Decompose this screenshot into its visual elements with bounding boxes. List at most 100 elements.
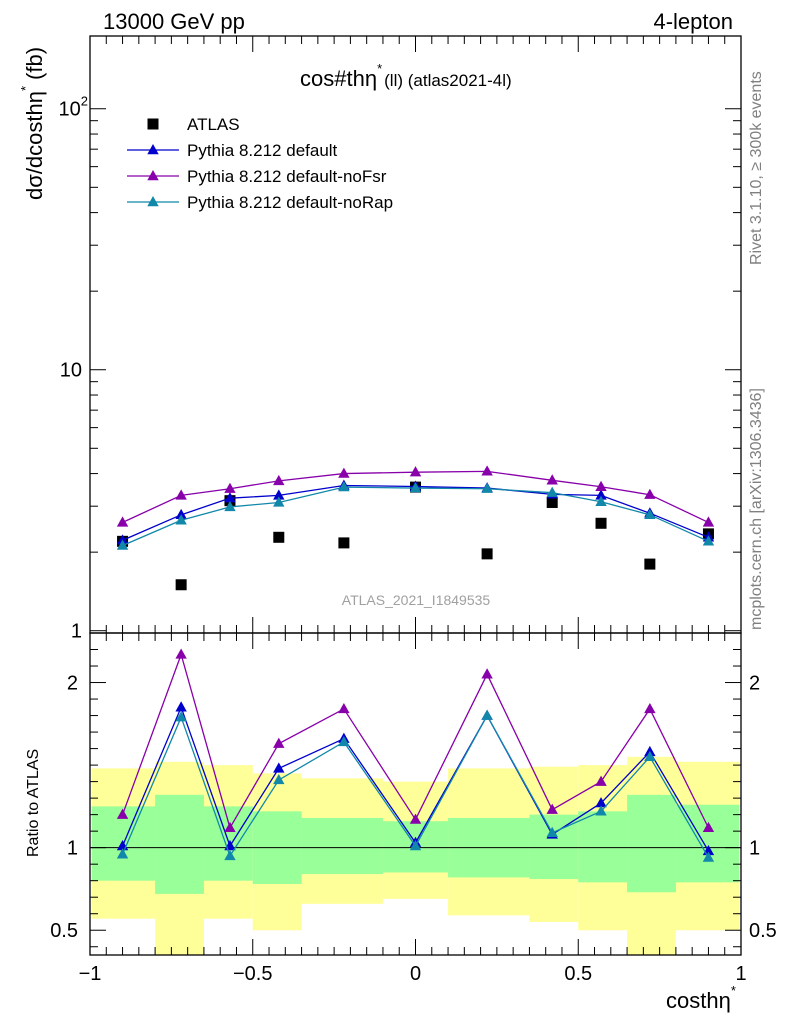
legend-label-3: Pythia 8.212 default-noRap (187, 193, 393, 212)
series-2-point (644, 488, 656, 499)
mcplots-label: mcplots.cern.ch [arXiv:1306.3436] (748, 388, 765, 630)
ratio-series-2-point (702, 851, 715, 862)
axes-frames (89, 35, 742, 956)
main-ytick-label: 102 (59, 94, 88, 121)
ratio-series-2-point (116, 848, 129, 859)
analysis-watermark: ATLAS_2021_I1849535 (342, 592, 491, 608)
legend-marker-2 (147, 170, 159, 181)
band-1-sigma-8 (578, 811, 628, 883)
series-2-point (224, 482, 236, 493)
series-3-point (273, 496, 285, 507)
xtick-label: 0 (410, 963, 421, 985)
xtick-label: −1 (79, 963, 102, 985)
atlas-data-point (338, 537, 350, 549)
ratio-series-2-point (595, 805, 607, 816)
ratio-series-1-point (409, 813, 422, 824)
ratio-ytick-label-right: 0.5 (749, 920, 777, 942)
header-left: 13000 GeV pp (103, 9, 245, 34)
ratio-series-2-point (175, 711, 187, 722)
series-3-point (116, 539, 129, 550)
series-1-point (595, 489, 607, 500)
legend-label-2: Pythia 8.212 default-noFsr (187, 167, 387, 186)
series-2-point (546, 474, 558, 485)
ratio-series-2-point (409, 840, 422, 851)
legend-label-1: Pythia 8.212 default (187, 141, 338, 160)
series-2-point (338, 467, 350, 478)
series-3-point (481, 482, 493, 493)
ratio-plot-series (116, 648, 715, 862)
ratio-series-2-point (644, 750, 656, 762)
series-1-point (175, 508, 187, 520)
series-1-point (273, 489, 285, 500)
plot-title: cos#thη*(ll) (atlas2021-4l) (300, 61, 512, 91)
series-3-point (338, 481, 350, 492)
band-1-sigma-1 (155, 794, 204, 894)
ratio-ytick-label-left: 0.5 (50, 920, 78, 942)
atlas-data-point (175, 579, 187, 591)
ratio-series-2-point (224, 849, 236, 861)
series-2-point (116, 516, 129, 527)
series-3-point (546, 486, 558, 497)
ratio-series-0-point (273, 762, 285, 773)
ratio-series-0-point (175, 701, 187, 712)
band-1-sigma-10 (675, 804, 740, 883)
ratio-series-1-point (175, 648, 187, 659)
legend-marker-1 (147, 144, 159, 155)
rivet-label: Rivet 3.1.10, ≥ 300k events (748, 71, 765, 265)
series-3-point (702, 535, 715, 546)
series-3-point (595, 495, 607, 506)
xtick-label: 1 (735, 963, 746, 985)
ratio-series-2-point (338, 735, 350, 747)
xtick-label: 0.5 (564, 963, 592, 985)
atlas-data-point (595, 517, 607, 529)
ratio-series-2-point (273, 773, 285, 785)
series-2-point (273, 474, 285, 486)
series-2-point (409, 466, 422, 477)
ratio-series-1-point (644, 702, 656, 714)
ratio-series-1-point (546, 803, 558, 814)
series-1-point (224, 492, 236, 503)
ratio-ytick-label-right: 2 (749, 673, 760, 695)
ratio-series-1-point (224, 821, 236, 833)
header-right: 4-lepton (653, 9, 733, 34)
ratio-series-1-point (481, 668, 493, 679)
series-2-line (122, 470, 709, 524)
ratio-ytick-label-left: 1 (67, 838, 78, 860)
ratio-ytick-label-right: 1 (749, 838, 760, 860)
series-3-point (409, 482, 422, 493)
ratio-series-1-point (595, 775, 607, 786)
x-axis-label: costhη* (666, 983, 736, 1013)
ratio-series-1-point (702, 821, 715, 833)
atlas-data-point (546, 496, 558, 508)
series-3-line (122, 486, 709, 547)
series-2-point (595, 480, 607, 491)
ratio-ylabel: Ratio to ATLAS (25, 749, 42, 857)
ratio-series-2-point (546, 826, 558, 838)
ratio-uncertainty-bands (91, 756, 740, 955)
atlas-data-point (644, 558, 656, 570)
atlas-data-point (273, 531, 285, 543)
ratio-series-2-point (481, 709, 493, 720)
series-2-point (175, 489, 187, 500)
ratio-series-1-point (116, 808, 129, 819)
series-3-point (175, 514, 187, 525)
atlas-data-point (481, 548, 493, 560)
series-1-point (116, 534, 129, 545)
ratio-series-0-point (595, 797, 607, 808)
main-ylabel: dσ/dcosthη*(fb) (18, 47, 47, 200)
legend: ATLAS Pythia 8.212 default Pythia 8.212 de… (127, 115, 393, 212)
legend-label-0: ATLAS (187, 115, 240, 134)
main-ytick-label: 10 (60, 360, 82, 382)
ratio-series-1-point (338, 702, 350, 714)
xtick-label: −0.5 (233, 963, 272, 985)
series-3-point (644, 508, 656, 520)
main-plot-series (116, 465, 715, 591)
ratio-series-1-point (273, 737, 285, 748)
band-1-sigma-4 (301, 817, 383, 875)
series-2-point (702, 516, 715, 527)
legend-marker-3 (147, 196, 159, 207)
main-ytick-label: 1 (71, 621, 82, 643)
series-2-point (481, 465, 493, 476)
